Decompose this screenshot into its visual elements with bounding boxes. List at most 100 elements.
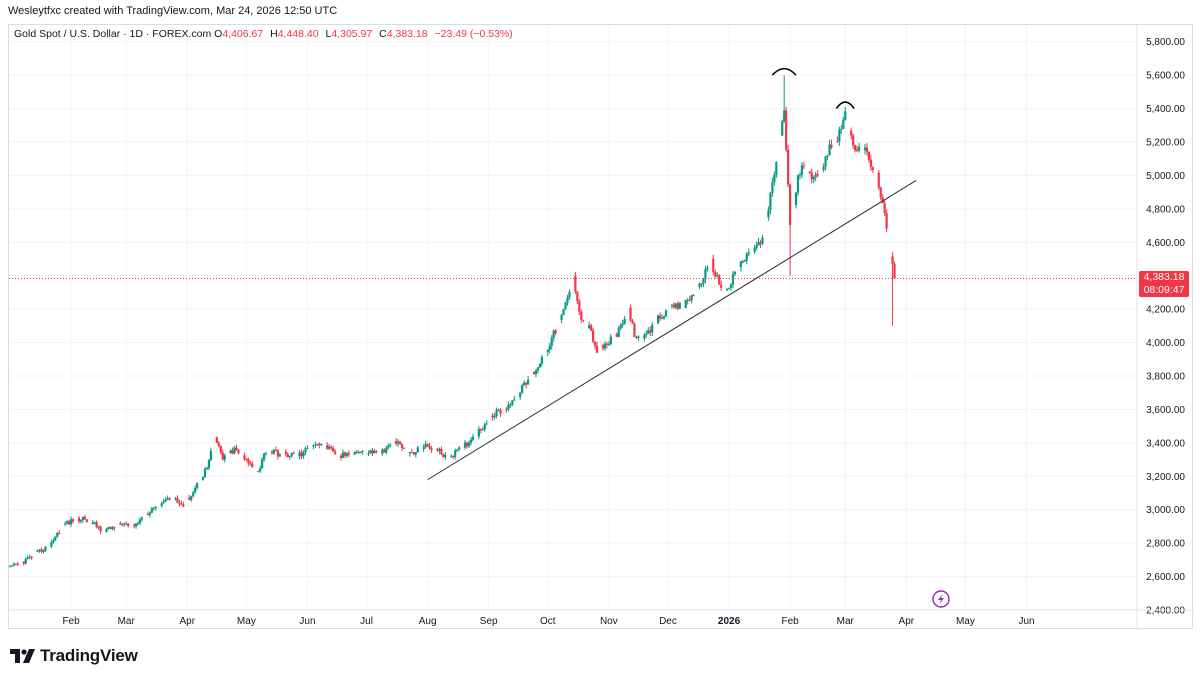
- candle-body: [71, 519, 75, 522]
- candle-body: [867, 151, 871, 160]
- candle-body: [111, 527, 114, 530]
- tradingview-logo[interactable]: TradingView: [10, 646, 138, 666]
- candle-body: [775, 162, 778, 175]
- candle-body: [879, 187, 882, 198]
- candle-body: [257, 471, 260, 473]
- top-arc-annotation: [835, 101, 855, 110]
- candle-body: [64, 523, 67, 525]
- bar-countdown: 08:09:47: [1143, 284, 1185, 296]
- candle-body: [546, 349, 549, 353]
- candle-body: [119, 523, 122, 525]
- candle-body: [66, 521, 69, 524]
- candle-body: [113, 527, 116, 529]
- candle-body: [688, 300, 691, 302]
- candle-body: [52, 540, 55, 543]
- candle-body: [483, 424, 486, 430]
- y-tick-label: 5,800.00: [1146, 37, 1185, 48]
- candle-body: [408, 452, 411, 454]
- candle-body: [686, 300, 689, 302]
- top-arc-annotation: [771, 67, 797, 76]
- chart-frame[interactable]: 5,800.00 5,600.00 5,400.00 5,200.00 5,000.00…: [8, 24, 1194, 630]
- candle-body: [854, 145, 857, 151]
- x-tick-label: Mar: [118, 616, 136, 627]
- candle-body: [428, 445, 431, 449]
- y-tick-label: 3,400.00: [1146, 438, 1185, 449]
- candle-body: [643, 335, 646, 339]
- candle-body: [385, 447, 388, 453]
- candle-body: [787, 149, 790, 185]
- candle-body: [217, 443, 220, 446]
- candle-body: [178, 502, 181, 504]
- last-price-badge: 4,383.18 08:09:47: [1139, 271, 1189, 297]
- candle-body: [436, 448, 439, 451]
- candle-body: [221, 452, 224, 460]
- candle-body: [201, 477, 205, 481]
- candle-body: [369, 450, 372, 454]
- x-tick-label: May: [237, 616, 256, 627]
- y-tick-label: 4,000.00: [1146, 338, 1185, 349]
- candle-body: [840, 128, 843, 130]
- candle-body: [97, 526, 100, 528]
- candle-body: [168, 498, 171, 500]
- candle-body: [16, 563, 19, 565]
- candle-body: [739, 261, 742, 268]
- candle-body: [891, 256, 894, 265]
- y-tick-label: 3,000.00: [1146, 505, 1185, 516]
- candle-body: [245, 458, 248, 460]
- candle-body: [678, 302, 681, 309]
- candle-body: [629, 307, 632, 321]
- candle-body: [828, 144, 831, 156]
- candle-body: [479, 428, 482, 431]
- candle-body: [674, 303, 677, 308]
- candle-body: [148, 512, 151, 515]
- created-by-text: Wesleytfxc created with TradingView.com,…: [8, 5, 338, 17]
- candle-body: [176, 498, 179, 503]
- candle-body: [526, 379, 530, 385]
- price-chart[interactable]: 5,800.00 5,600.00 5,400.00 5,200.00 5,000.00…: [9, 25, 1194, 630]
- legend-open-label: O: [214, 28, 223, 40]
- candle-body: [838, 129, 841, 142]
- candle-body: [789, 184, 792, 226]
- candle-body: [105, 528, 108, 532]
- candle-body: [331, 448, 335, 452]
- candle-body: [290, 452, 293, 456]
- candle-body: [162, 501, 165, 504]
- candle-body: [190, 496, 193, 500]
- candle-body: [552, 330, 555, 338]
- candle-body: [582, 319, 585, 321]
- candle-body: [81, 517, 84, 521]
- candle-body: [30, 557, 33, 559]
- candle-body: [759, 242, 762, 244]
- candle-body: [830, 144, 833, 148]
- candle-body: [329, 446, 333, 449]
- candle-body: [28, 557, 31, 559]
- candle-body: [651, 324, 654, 333]
- candle-body: [99, 526, 102, 532]
- candle-body: [623, 318, 626, 324]
- candle-body: [381, 449, 384, 454]
- candle-body: [731, 274, 735, 285]
- candle-body: [706, 267, 709, 270]
- x-tick-label: 2026: [718, 616, 741, 627]
- candle-body: [725, 288, 729, 291]
- candle-body: [495, 409, 498, 417]
- candle-body: [127, 523, 130, 527]
- candle-body: [588, 325, 591, 329]
- candle-body: [580, 311, 583, 320]
- x-tick-label: Aug: [419, 616, 437, 627]
- candle-body: [649, 330, 652, 333]
- candle-body: [781, 121, 784, 136]
- candle-body: [601, 345, 605, 349]
- candle-body: [400, 444, 404, 448]
- candle-body: [617, 328, 620, 337]
- candle-body: [513, 399, 516, 401]
- candle-body: [893, 264, 896, 279]
- candle-body: [79, 520, 83, 522]
- candle-body: [414, 452, 417, 455]
- candle-body: [578, 300, 581, 312]
- candle-body: [753, 248, 756, 252]
- candle-body: [140, 517, 144, 520]
- lightning-icon[interactable]: [932, 590, 950, 608]
- candle-body: [690, 295, 693, 301]
- candle-body: [263, 453, 266, 460]
